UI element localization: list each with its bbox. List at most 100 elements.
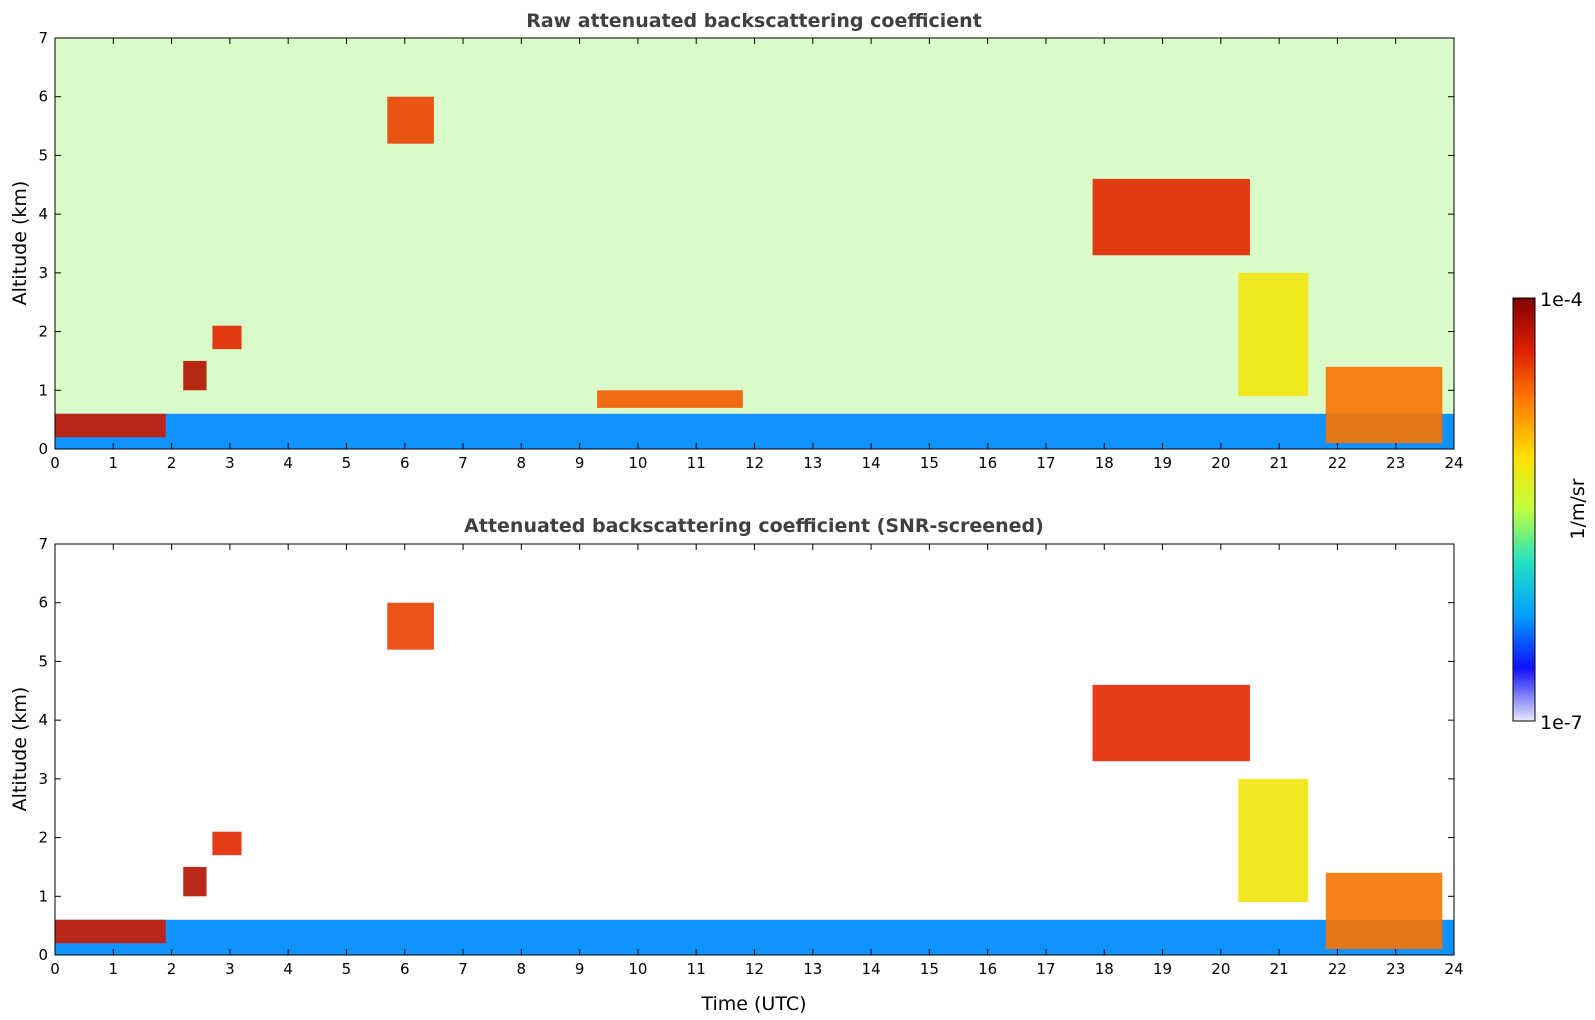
panel-screened-heatmap: [55, 602, 1454, 955]
raw-xtick-label-22: 22: [1328, 454, 1347, 472]
screened-ytick-label-5: 5: [38, 652, 48, 670]
raw-ytick-label-4: 4: [38, 205, 48, 223]
screened-ytick-label-3: 3: [38, 770, 48, 788]
screened-xtick-label-22: 22: [1328, 960, 1347, 978]
panel-raw-yticks: 0 1 2 3 4 5 6 7: [38, 29, 1454, 458]
panel-screened-title: Attenuated backscattering coefficient (S…: [464, 515, 1044, 537]
screened-ytick-label-2: 2: [38, 829, 48, 847]
screened-xtick-label-16: 16: [978, 960, 997, 978]
screened-xtick-label-24: 24: [1444, 960, 1463, 978]
screened-xtick-label-0: 0: [50, 960, 60, 978]
colorbar-unit-label: 1/m/sr: [1567, 478, 1589, 539]
raw-feature-elevated-layer: [387, 96, 434, 144]
raw-xtick-label-21: 21: [1270, 454, 1289, 472]
screened-xtick-label-5: 5: [342, 960, 352, 978]
raw-feature-falling-streak: [1238, 272, 1309, 397]
screened-xtick-label-4: 4: [283, 960, 293, 978]
screened-feature-descending-cirrus: [1092, 684, 1250, 762]
raw-xtick-label-0: 0: [50, 454, 60, 472]
screened-feature-elevated-layer: [387, 602, 434, 650]
screened-xtick-label-19: 19: [1153, 960, 1172, 978]
colorbar-min-label: 1e-7: [1540, 712, 1583, 734]
screened-feature-cloud-base: [55, 919, 166, 944]
screened-xtick-label-17: 17: [1036, 960, 1055, 978]
raw-feature-cloud-top-layer: [597, 390, 743, 408]
raw-ytick-label-1: 1: [38, 381, 48, 399]
screened-feature-low-cloud: [1325, 872, 1443, 950]
raw-xtick-label-12: 12: [745, 454, 764, 472]
panel-raw-heatmap: [55, 38, 1454, 449]
raw-ytick-label-6: 6: [38, 88, 48, 106]
screened-xtick-label-7: 7: [458, 960, 468, 978]
screened-xtick-label-10: 10: [628, 960, 647, 978]
raw-xtick-label-14: 14: [862, 454, 881, 472]
raw-feature-descending-cirrus: [1092, 178, 1250, 256]
screened-xtick-label-15: 15: [920, 960, 939, 978]
raw-xtick-label-17: 17: [1036, 454, 1055, 472]
raw-xtick-label-3: 3: [225, 454, 235, 472]
raw-ytick-label-0: 0: [38, 440, 48, 458]
panel-raw-ylabel: Altitude (km): [9, 181, 31, 306]
colorbar: 1e-4 1e-7 1/m/sr: [1512, 289, 1589, 734]
colorbar-max-label: 1e-4: [1540, 289, 1583, 311]
raw-xtick-label-4: 4: [283, 454, 293, 472]
raw-xtick-label-2: 2: [167, 454, 177, 472]
panel-screened: Attenuated backscattering coefficient (S…: [9, 515, 1464, 1015]
raw-feature-mid-cloud: [212, 325, 242, 350]
screened-xtick-label-3: 3: [225, 960, 235, 978]
panel-raw-title: Raw attenuated backscattering coefficien…: [526, 10, 982, 32]
screened-feature-falling-streak: [1238, 778, 1309, 903]
screened-ytick-label-6: 6: [38, 594, 48, 612]
screened-xtick-label-6: 6: [400, 960, 410, 978]
panel-screened-ylabel: Altitude (km): [9, 687, 31, 812]
screened-ytick-label-1: 1: [38, 887, 48, 905]
screened-xtick-label-20: 20: [1211, 960, 1230, 978]
panel-screened-yticks: 0 1 2 3 4 5 6 7: [38, 535, 1454, 964]
panel-raw-xticks: 0 1 2 3 4 5 6 7 8 9 10 11 12 13 14 15 16 17 18 19 20 21 22 23 24: [50, 38, 1464, 472]
raw-xtick-label-16: 16: [978, 454, 997, 472]
screened-xtick-label-21: 21: [1270, 960, 1289, 978]
screened-xtick-label-9: 9: [575, 960, 585, 978]
screened-xtick-label-13: 13: [803, 960, 822, 978]
screened-xtick-label-8: 8: [517, 960, 527, 978]
screened-ytick-label-0: 0: [38, 946, 48, 964]
raw-xtick-label-7: 7: [458, 454, 468, 472]
panel-raw: Raw attenuated backscattering coefficien…: [9, 10, 1464, 472]
raw-xtick-label-23: 23: [1386, 454, 1405, 472]
raw-xtick-label-18: 18: [1095, 454, 1114, 472]
raw-ytick-label-7: 7: [38, 29, 48, 47]
screened-xtick-label-11: 11: [687, 960, 706, 978]
raw-xtick-label-8: 8: [517, 454, 527, 472]
screened-xtick-label-23: 23: [1386, 960, 1405, 978]
raw-xtick-label-10: 10: [628, 454, 647, 472]
raw-xtick-label-5: 5: [342, 454, 352, 472]
raw-feature-low-cloud: [1325, 366, 1443, 444]
raw-xtick-label-13: 13: [803, 454, 822, 472]
raw-xtick-label-11: 11: [687, 454, 706, 472]
screened-xtick-label-2: 2: [167, 960, 177, 978]
raw-xtick-label-20: 20: [1211, 454, 1230, 472]
panel-screened-xlabel: Time (UTC): [700, 993, 806, 1015]
screened-xtick-label-18: 18: [1095, 960, 1114, 978]
screened-xtick-label-1: 1: [109, 960, 119, 978]
screened-feature-rising-cloud: [183, 866, 207, 897]
raw-xtick-label-9: 9: [575, 454, 585, 472]
colorbar-scale: [1512, 297, 1536, 722]
raw-xtick-label-6: 6: [400, 454, 410, 472]
raw-feature-cloud-base: [55, 413, 166, 438]
raw-feature-rising-cloud: [183, 360, 207, 391]
panel-screened-xticks: 0 1 2 3 4 5 6 7 8 9 10 11 12 13 14 15 16 17 18 19 20 21 22 23 24: [50, 544, 1464, 978]
screened-feature-mid-cloud: [212, 831, 242, 856]
screened-xtick-label-12: 12: [745, 960, 764, 978]
raw-ytick-label-5: 5: [38, 146, 48, 164]
raw-xtick-label-15: 15: [920, 454, 939, 472]
raw-ytick-label-3: 3: [38, 264, 48, 282]
raw-xtick-label-1: 1: [109, 454, 119, 472]
raw-ytick-label-2: 2: [38, 323, 48, 341]
raw-xtick-label-24: 24: [1444, 454, 1463, 472]
screened-ytick-label-4: 4: [38, 711, 48, 729]
screened-xtick-label-14: 14: [862, 960, 881, 978]
screened-ytick-label-7: 7: [38, 535, 48, 553]
raw-xtick-label-19: 19: [1153, 454, 1172, 472]
